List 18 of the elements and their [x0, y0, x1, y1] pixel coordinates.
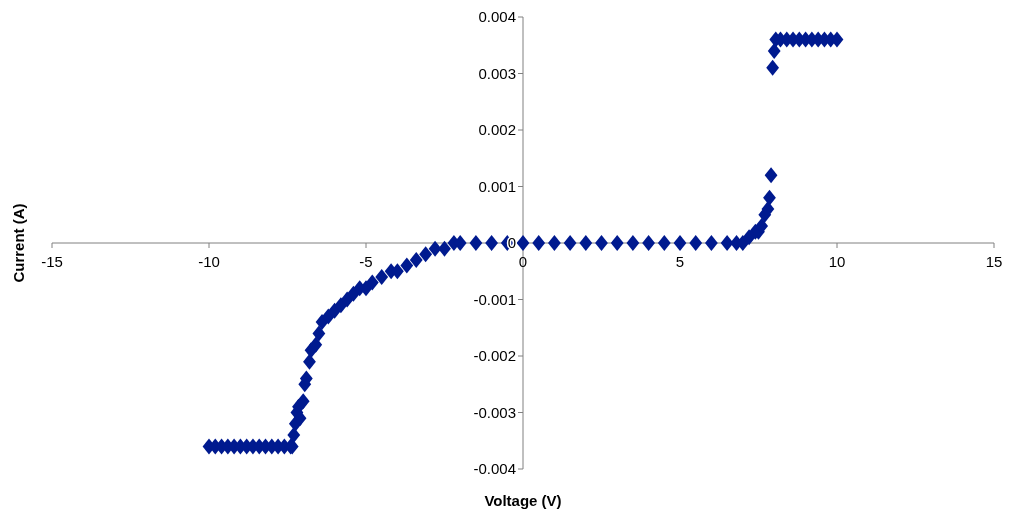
y-tick-label: 0 — [507, 234, 516, 252]
y-tick-label: -0.001 — [473, 290, 516, 308]
y-tick-label: -0.002 — [473, 347, 516, 365]
x-tick-label: -5 — [359, 253, 373, 270]
y-tick-label: 0.003 — [478, 64, 516, 82]
x-tick-label: -10 — [198, 253, 220, 270]
y-tick-label: -0.004 — [473, 460, 516, 478]
x-tick-label: 0 — [518, 253, 528, 270]
x-tick-label: 10 — [828, 253, 846, 270]
y-tick-label: 0.004 — [478, 8, 516, 26]
x-tick-label: 15 — [985, 253, 1003, 270]
x-tick-label: 5 — [675, 253, 685, 270]
y-tick-label: 0.001 — [478, 177, 516, 195]
y-tick-label: 0.002 — [478, 121, 516, 139]
x-tick-label: -15 — [41, 253, 63, 270]
x-axis-title: Voltage (V) — [484, 492, 562, 509]
y-tick-label: -0.003 — [473, 403, 516, 421]
y-axis-title: Current (A) — [10, 203, 27, 283]
